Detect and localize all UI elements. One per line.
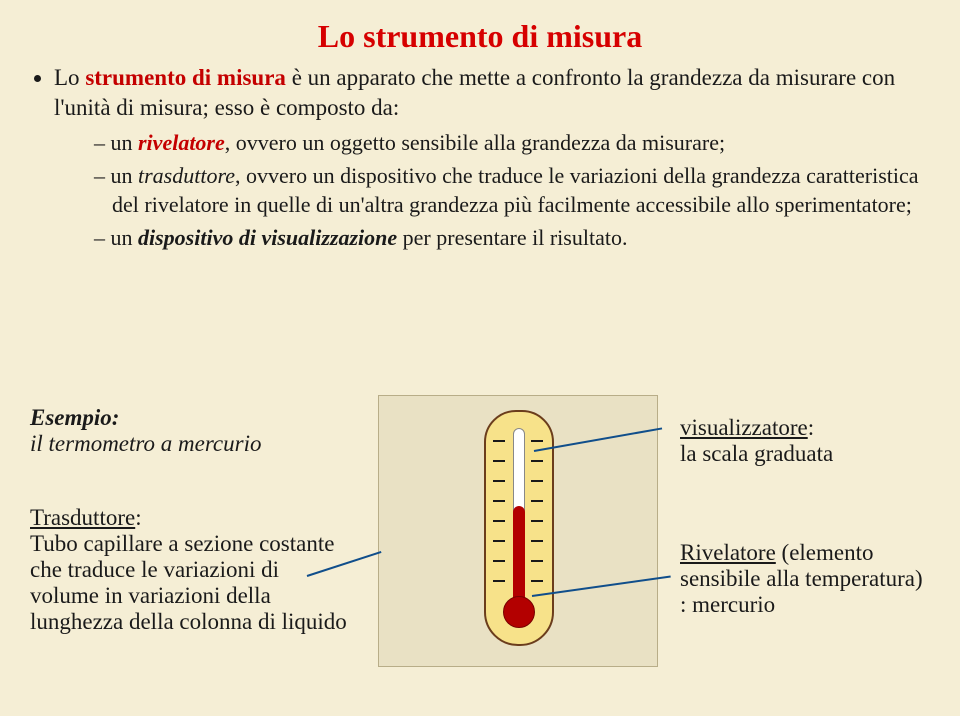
- trasduttore-block: Trasduttore: Tubo capillare a sezione co…: [30, 505, 350, 635]
- scale-tick: [493, 460, 505, 462]
- item-rivelatore: un rivelatore, ovvero un oggetto sensibi…: [94, 128, 930, 157]
- trasduttore-colon: :: [135, 505, 141, 530]
- item-trasduttore: un trasduttore, ovvero un dispositivo ch…: [94, 161, 930, 219]
- trasduttore-body: Tubo capillare a sezione costante che tr…: [30, 531, 347, 634]
- scale-tick: [531, 440, 543, 442]
- intro-item: Lo strumento di misura è un apparato che…: [54, 63, 930, 252]
- example-block: Esempio: il termometro a mercurio: [30, 405, 370, 457]
- visualizzatore-label: visualizzatore: [680, 415, 808, 440]
- scale-tick: [493, 540, 505, 542]
- item-visualizzazione: un dispositivo di visualizzazione per pr…: [94, 223, 930, 252]
- b-pre: un: [111, 163, 139, 188]
- intro-strong: strumento di misura: [85, 65, 286, 90]
- lower-panel: Esempio: il termometro a mercurio Trasdu…: [30, 405, 930, 702]
- scale-tick: [493, 580, 505, 582]
- scale-tick: [531, 500, 543, 502]
- c-post: per presentare il risultato.: [397, 225, 627, 250]
- intro-pre: Lo: [54, 65, 85, 90]
- visualizzatore-block: visualizzatore: la scala graduata: [680, 415, 930, 467]
- example-head: Esempio:: [30, 405, 370, 431]
- scale-tick: [531, 460, 543, 462]
- scale-tick: [493, 520, 505, 522]
- scale-tick: [531, 480, 543, 482]
- scale-tick: [493, 560, 505, 562]
- a-strong: rivelatore: [138, 130, 225, 155]
- c-strong: dispositivo di visualizzazione: [138, 225, 397, 250]
- scale-tick: [531, 580, 543, 582]
- scale-tick: [493, 500, 505, 502]
- a-pre: un: [111, 130, 139, 155]
- scale-tick: [493, 440, 505, 442]
- scale-tick: [531, 540, 543, 542]
- c-pre: un: [111, 225, 139, 250]
- rivelatore-block: Rivelatore (elemento sensibile alla temp…: [680, 540, 930, 618]
- example-body: il termometro a mercurio: [30, 431, 370, 457]
- sub-list: un rivelatore, ovvero un oggetto sensibi…: [54, 128, 930, 252]
- intro-list: Lo strumento di misura è un apparato che…: [30, 63, 930, 252]
- trasduttore-label: Trasduttore: [30, 505, 135, 530]
- rivelatore-label: Rivelatore: [680, 540, 776, 565]
- visualizzatore-body: la scala graduata: [680, 441, 833, 466]
- b-strong: trasduttore: [138, 163, 235, 188]
- scale-tick: [493, 480, 505, 482]
- a-post: , ovvero un oggetto sensibile alla grand…: [225, 130, 725, 155]
- thermometer-bulb: [503, 596, 535, 628]
- scale-tick: [531, 560, 543, 562]
- page-title: Lo strumento di misura: [30, 18, 930, 55]
- scale-tick: [531, 520, 543, 522]
- visualizzatore-colon: :: [808, 415, 814, 440]
- thermometer-mercury-column: [513, 506, 525, 606]
